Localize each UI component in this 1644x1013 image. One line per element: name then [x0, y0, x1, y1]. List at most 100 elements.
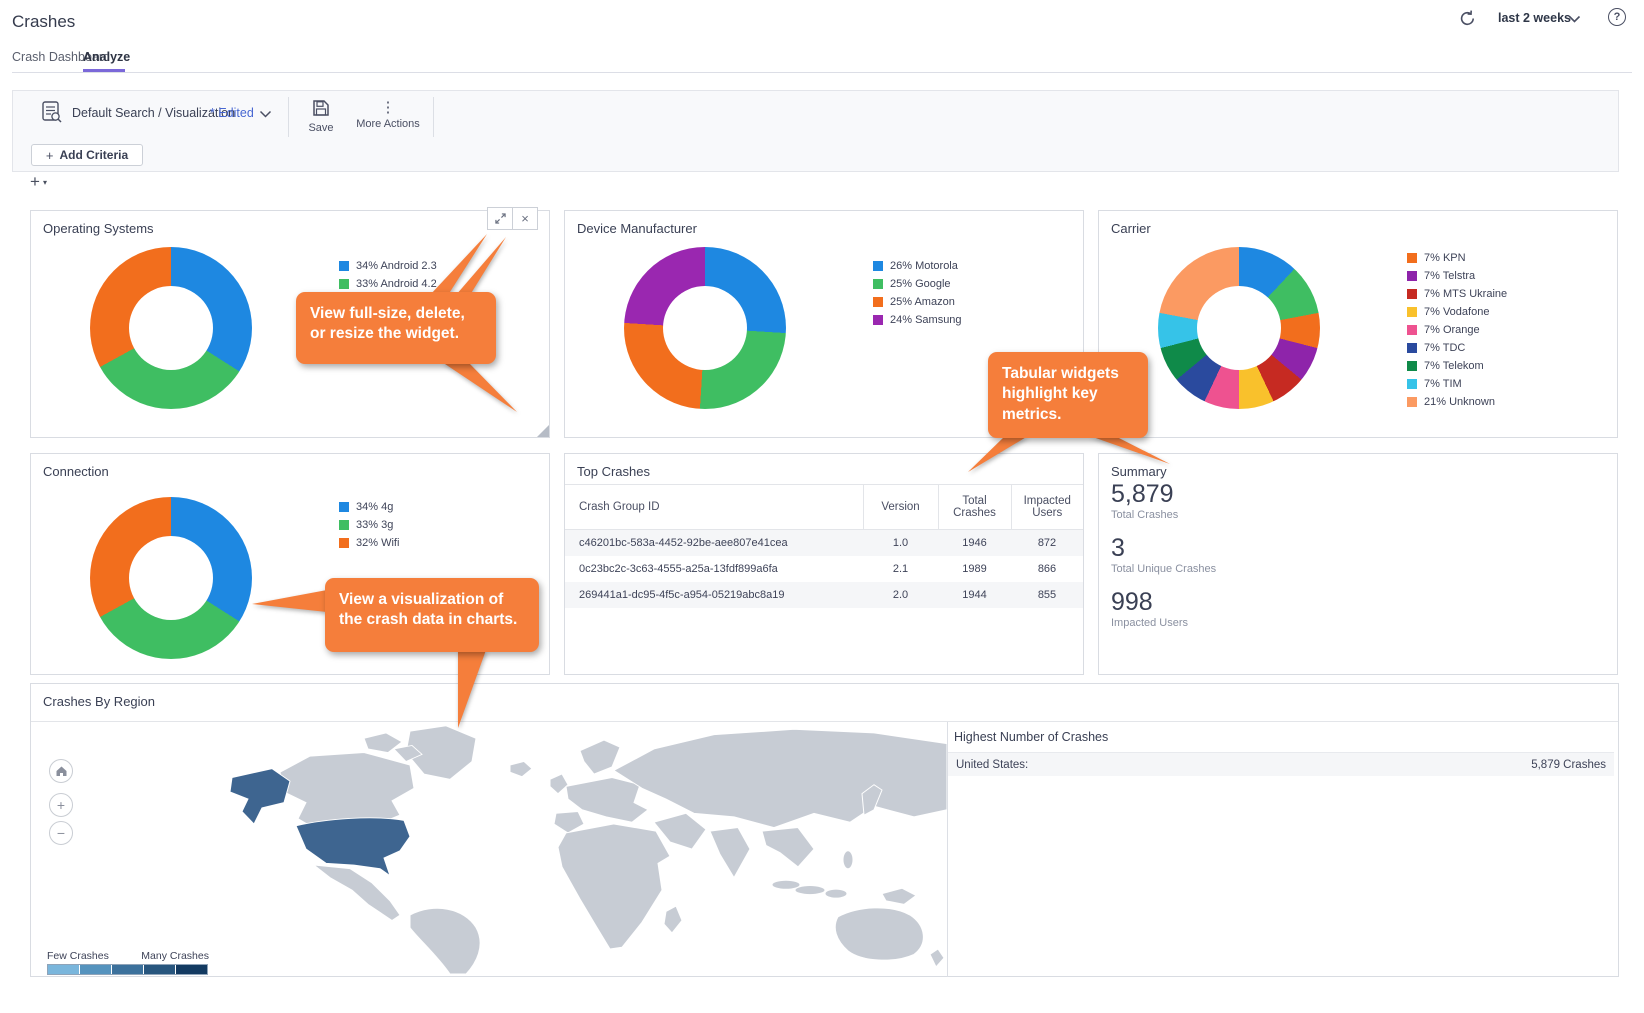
table-row[interactable]: 0c23bc2c-3c63-4555-a25a-13fdf899a6fa 2.1…: [565, 556, 1083, 582]
legend-swatch: [339, 537, 349, 548]
column-header-crash-group-id[interactable]: Crash Group ID: [565, 485, 864, 529]
column-header-version[interactable]: Version: [863, 485, 939, 529]
impacted-users-cell: 855: [1037, 588, 1057, 601]
widget-title: Connection: [43, 464, 109, 479]
legend-swatch: [1407, 288, 1417, 299]
callout-visualization: View a visualization of the crash data i…: [325, 578, 539, 652]
title-divider: [565, 484, 1083, 485]
total-crashes-cell: 1944: [962, 588, 987, 601]
widget-top-crashes: Top Crashes Crash Group ID Version Total…: [564, 453, 1084, 675]
legend-swatch: [339, 278, 349, 289]
metric-value: 998: [1111, 588, 1153, 616]
legend-label: 25% Google: [890, 277, 951, 290]
edited-indicator: * Edited: [210, 106, 254, 120]
connection-donut-chart[interactable]: [90, 497, 252, 659]
refresh-icon-glyph: [1460, 10, 1474, 26]
widget-crashes-by-region: Crashes By Region + −: [30, 683, 1619, 977]
callout-tabular-widgets: Tabular widgets highlight key metrics.: [988, 352, 1148, 438]
tab-crash-dashboard[interactable]: Crash Dashboard: [12, 50, 110, 64]
widget-carrier: Carrier 7% KPN 7% Telstra 7% MTS Ukraine…: [1098, 210, 1618, 438]
column-header-total-crashes[interactable]: Total Crashes: [938, 485, 1012, 529]
legend-label: 7% MTS Ukraine: [1424, 287, 1508, 300]
expand-widget-button[interactable]: [487, 207, 513, 230]
carrier-legend: 7% KPN 7% Telstra 7% MTS Ukraine 7% Voda…: [1407, 251, 1507, 408]
legend-swatch: [873, 260, 883, 271]
widget-resize-handle[interactable]: [537, 425, 549, 437]
search-selector-chevron-down-icon[interactable]: [259, 110, 272, 118]
close-widget-button[interactable]: ×: [512, 207, 538, 230]
time-range-chevron-down-icon[interactable]: [1568, 15, 1581, 23]
region-crash-count: 5,879 Crashes: [1531, 758, 1606, 771]
toolbar-divider: [433, 97, 434, 137]
search-selector-label[interactable]: Default Search / Visualization: [72, 106, 236, 120]
callout-tails: [252, 590, 486, 728]
scale-max-label: Many Crashes: [141, 950, 209, 962]
scale-cell: [80, 965, 111, 974]
more-actions-button[interactable]: ⋮ More Actions: [351, 96, 425, 140]
legend-swatch: [873, 278, 883, 289]
saved-search-icon: [42, 101, 62, 123]
device-manufacturer-donut-chart[interactable]: [624, 247, 786, 409]
legend-label: 33% 3g: [356, 518, 394, 531]
legend-swatch: [339, 260, 349, 271]
tab-analyze[interactable]: Analyze: [83, 50, 131, 64]
legend-label: 34% Android 2.3: [356, 259, 437, 272]
scale-cell: [48, 965, 79, 974]
legend-label: 7% Vodafone: [1424, 305, 1490, 318]
caret-down-icon: ▾: [42, 177, 47, 187]
metric-label: Total Unique Crashes: [1111, 563, 1217, 575]
operating-systems-donut-chart[interactable]: [90, 247, 252, 409]
more-actions-dots-icon: ⋮: [380, 99, 396, 116]
scale-cell: [112, 965, 143, 974]
refresh-icon[interactable]: [1458, 9, 1477, 28]
widget-title: Crashes By Region: [43, 694, 155, 709]
active-tab-underline: [83, 69, 125, 72]
widget-title: Device Manufacturer: [577, 221, 697, 236]
add-widget-button[interactable]: + ▾: [30, 172, 60, 192]
highlighted-region-united-states[interactable]: [229, 768, 411, 878]
table-row[interactable]: 269441a1-dc95-4f5c-a954-05219abc8a19 2.0…: [565, 581, 1083, 608]
operating-systems-legend: 34% Android 2.3 33% Android 4.2: [339, 259, 437, 290]
crash-group-id-cell: 269441a1-dc95-4f5c-a954-05219abc8a19: [579, 588, 785, 601]
help-icon[interactable]: ?: [1608, 8, 1626, 26]
impacted-users-cell: 872: [1037, 536, 1057, 549]
table-row[interactable]: c46201bc-583a-4452-92be-aee807e41cea 1.0…: [565, 529, 1083, 556]
device-manufacturer-legend: 26% Motorola 25% Google 25% Amazon 24% S…: [873, 259, 962, 326]
save-button-label: Save: [308, 122, 334, 134]
expand-icon: [494, 213, 506, 224]
legend-swatch: [1407, 396, 1417, 407]
summary-metric: 5,879 Total Crashes: [1111, 480, 1216, 522]
crash-group-id-cell: c46201bc-583a-4452-92be-aee807e41cea: [579, 536, 788, 549]
map-home-button[interactable]: [49, 759, 73, 783]
column-header-impacted-users[interactable]: Impacted Users: [1023, 494, 1071, 519]
legend-swatch: [339, 501, 349, 512]
metric-label: Total Crashes: [1111, 509, 1179, 521]
legend-swatch: [1407, 378, 1417, 389]
callout-tails: [968, 436, 1170, 472]
legend-swatch: [339, 519, 349, 530]
legend-label: 7% TIM: [1424, 377, 1462, 390]
summary-metric: 3 Total Unique Crashes: [1111, 534, 1216, 576]
scale-cell: [176, 965, 207, 974]
world-map[interactable]: [214, 724, 947, 974]
legend-item: 34% Android 2.3: [339, 259, 437, 272]
legend-label: 21% Unknown: [1424, 395, 1495, 408]
highest-crashes-panel-title: Highest Number of Crashes: [954, 730, 1109, 744]
crash-group-id-cell: 0c23bc2c-3c63-4555-a25a-13fdf899a6fa: [579, 562, 778, 575]
map-zoom-out-button[interactable]: −: [49, 821, 73, 845]
legend-label: 24% Samsung: [890, 313, 962, 326]
metric-value: 3: [1111, 534, 1125, 562]
time-range-selector[interactable]: last 2 weeks: [1498, 11, 1571, 25]
add-criteria-button[interactable]: + Add Criteria: [31, 144, 143, 166]
legend-label: 33% Android 4.2: [356, 277, 437, 290]
save-button[interactable]: Save: [297, 96, 345, 140]
highest-crashes-row[interactable]: United States: 5,879 Crashes: [948, 752, 1614, 776]
carrier-donut-chart[interactable]: [1158, 247, 1320, 409]
legend-swatch: [1407, 252, 1417, 263]
plus-icon: +: [45, 147, 54, 163]
legend-label: 7% Telstra: [1424, 269, 1476, 282]
toolbar-divider: [288, 97, 289, 137]
legend-swatch: [1407, 342, 1417, 353]
map-scale-labels: Few Crashes Many Crashes: [47, 950, 209, 962]
map-zoom-in-button[interactable]: +: [49, 793, 73, 817]
